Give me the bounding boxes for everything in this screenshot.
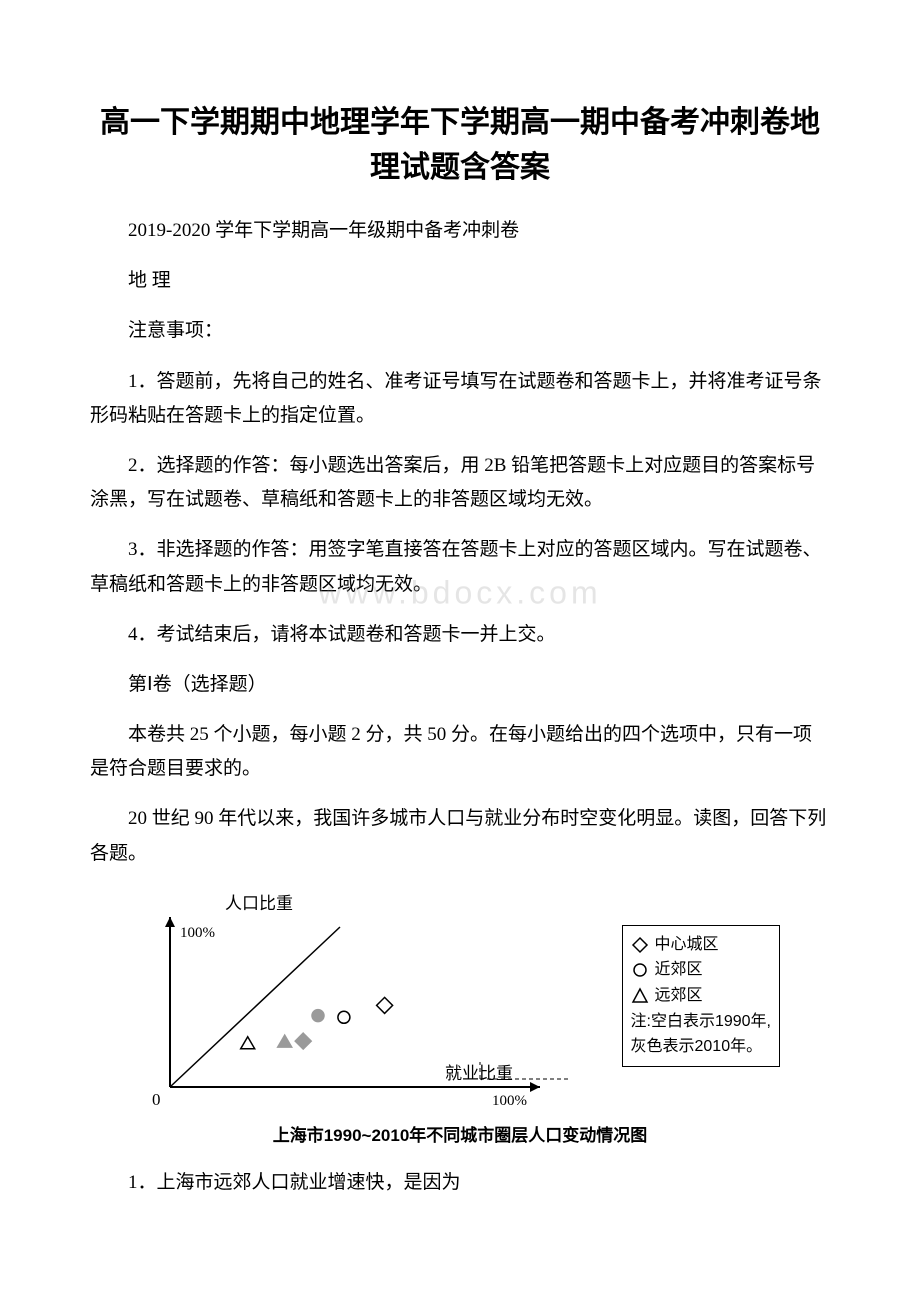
section-1-desc: 本卷共 25 个小题，每小题 2 分，共 50 分。在每小题给出的四个选项中，只… [90,718,830,786]
svg-text:100%: 100% [180,925,215,941]
instruction-1: 1．答题前，先将自己的姓名、准考证号填写在试题卷和答题卡上，并将准考证号条形码粘… [90,365,830,433]
legend-label: 近郊区 [655,957,703,983]
legend-label: 中心城区 [655,932,719,958]
svg-text:就业比重: 就业比重 [445,1064,513,1083]
chart-caption: 上海市1990~2010年不同城市圈层人口变动情况图 [140,1121,780,1146]
legend-note-2: 灰色表示2010年。 [631,1034,772,1060]
legend-item-center: 中心城区 [631,932,772,958]
notice-heading: 注意事项： [90,314,830,348]
exam-subject: 地 理 [90,264,830,298]
instruction-3: 3．非选择题的作答：用签字笔直接答在答题卡上对应的答题区域内。写在试题卷、草稿纸… [90,533,830,601]
legend-item-outer: 远郊区 [631,983,772,1009]
legend-item-suburb: 近郊区 [631,957,772,983]
question-1: 1．上海市远郊人口就业增速快，是因为 [90,1166,830,1200]
legend-label: 远郊区 [655,983,703,1009]
section-1-title: 第Ⅰ卷（选择题） [90,668,830,702]
instruction-4: 4．考试结束后，请将本试题卷和答题卡一并上交。 [90,618,830,652]
svg-text:人口比重: 人口比重 [225,894,293,913]
chart-legend: 中心城区 近郊区 远郊区 注:空白表示1990年, 灰色表示2010年。 [622,925,781,1067]
population-chart: 人口比重 100% 0 就业比重 100% 中心城区 近郊区 远郊区 注:空白表示199… [140,887,780,1146]
exam-subtitle: 2019-2020 学年下学期高一年级期中备考冲刺卷 [90,214,830,248]
context-paragraph: 20 世纪 90 年代以来，我国许多城市人口与就业分布时空变化明显。读图，回答下… [90,802,830,870]
page-title: 高一下学期期中地理学年下学期高一期中备考冲刺卷地理试题含答案 [90,100,830,190]
svg-text:0: 0 [152,1090,161,1109]
instruction-2: 2．选择题的作答：每小题选出答案后，用 2B 铅笔把答题卡上对应题目的答案标号涂… [90,449,830,517]
svg-text:100%: 100% [492,1093,527,1109]
legend-note-1: 注:空白表示1990年, [631,1009,772,1035]
